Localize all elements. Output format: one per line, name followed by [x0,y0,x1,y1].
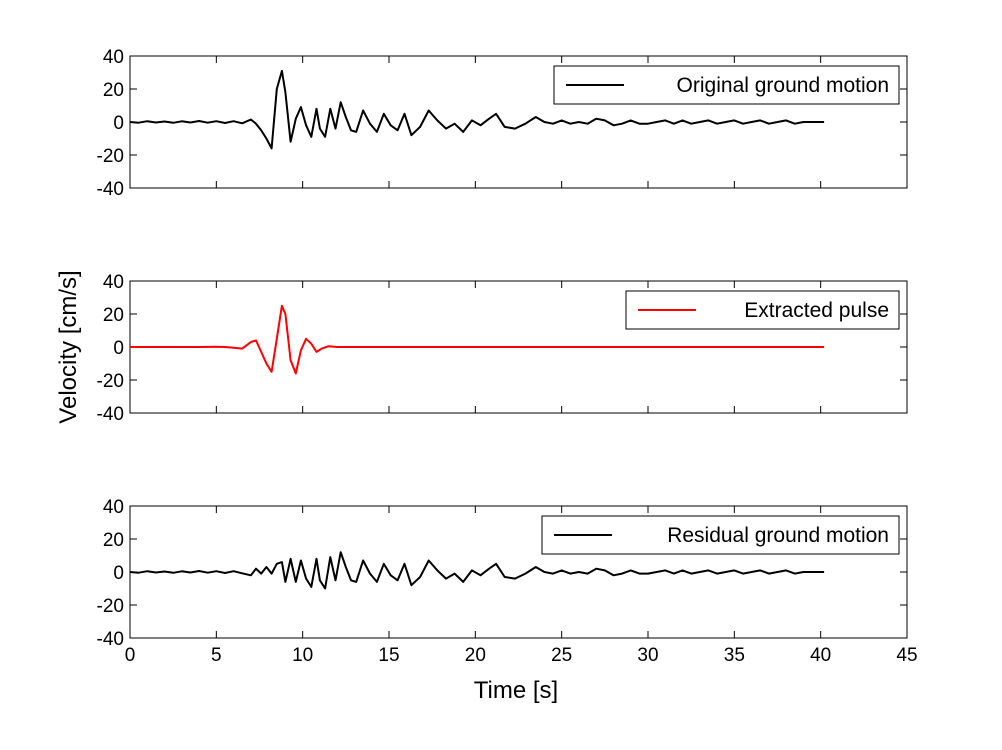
x-axis-label: Time [s] [474,677,558,704]
subplot-original: -40 -20 0 20 40 Original ground motion [97,47,908,200]
y-tick-label: 40 [103,497,124,518]
legend-label: Extracted pulse [744,299,889,322]
y-tick-label: -40 [97,629,124,650]
x-tick-label: 45 [896,645,917,666]
y-tick-label: 20 [103,530,124,551]
y-tick-label: 0 [113,113,124,134]
lines-residual [129,551,825,590]
y-tick-label: -20 [97,146,124,167]
y-tick-label: 0 [113,338,124,359]
y-tick-label: 20 [103,80,124,101]
ticks-original: -40 -20 0 20 40 [97,47,908,200]
legend-original: Original ground motion [553,65,900,105]
subplot-residual: 0 5 10 15 20 25 30 35 40 45 -40 -20 0 20 40 Residual g… [97,497,918,666]
x-tick-label: 0 [125,645,136,666]
x-tick-label: 10 [292,645,313,666]
x-tick-label: 5 [211,645,222,666]
y-tick-label: -20 [97,596,124,617]
x-tick-label: 35 [724,645,745,666]
ticks-extracted: -40 -20 0 20 40 [97,272,908,425]
subplot-extracted: -40 -20 0 20 40 Extracted pulse [97,272,908,425]
y-tick-label: 40 [103,272,124,293]
x-tick-label: 20 [465,645,486,666]
y-axis-label: Velocity [cm/s] [55,270,82,423]
lines-original [129,69,825,150]
ticks-residual: 0 5 10 15 20 25 30 35 40 45 -40 -20 0 20 40 [97,497,918,666]
legend-extracted: Extracted pulse [625,290,900,330]
y-tick-label: 0 [113,563,124,584]
lines-extracted [130,304,825,375]
x-tick-label: 40 [810,645,831,666]
y-tick-label: -20 [97,371,124,392]
legend-label: Original ground motion [677,74,889,97]
x-tick-label: 15 [378,645,399,666]
y-tick-label: -40 [97,179,124,200]
y-tick-label: -40 [97,404,124,425]
legend-residual: Residual ground motion [541,515,900,555]
legend-label: Residual ground motion [667,524,889,547]
x-tick-label: 25 [551,645,572,666]
y-tick-label: 20 [103,305,124,326]
series-line-original [129,69,825,150]
y-tick-label: 40 [103,47,124,68]
series-line-extracted [130,304,825,375]
x-tick-label: 30 [637,645,658,666]
series-line-residual [129,551,825,590]
